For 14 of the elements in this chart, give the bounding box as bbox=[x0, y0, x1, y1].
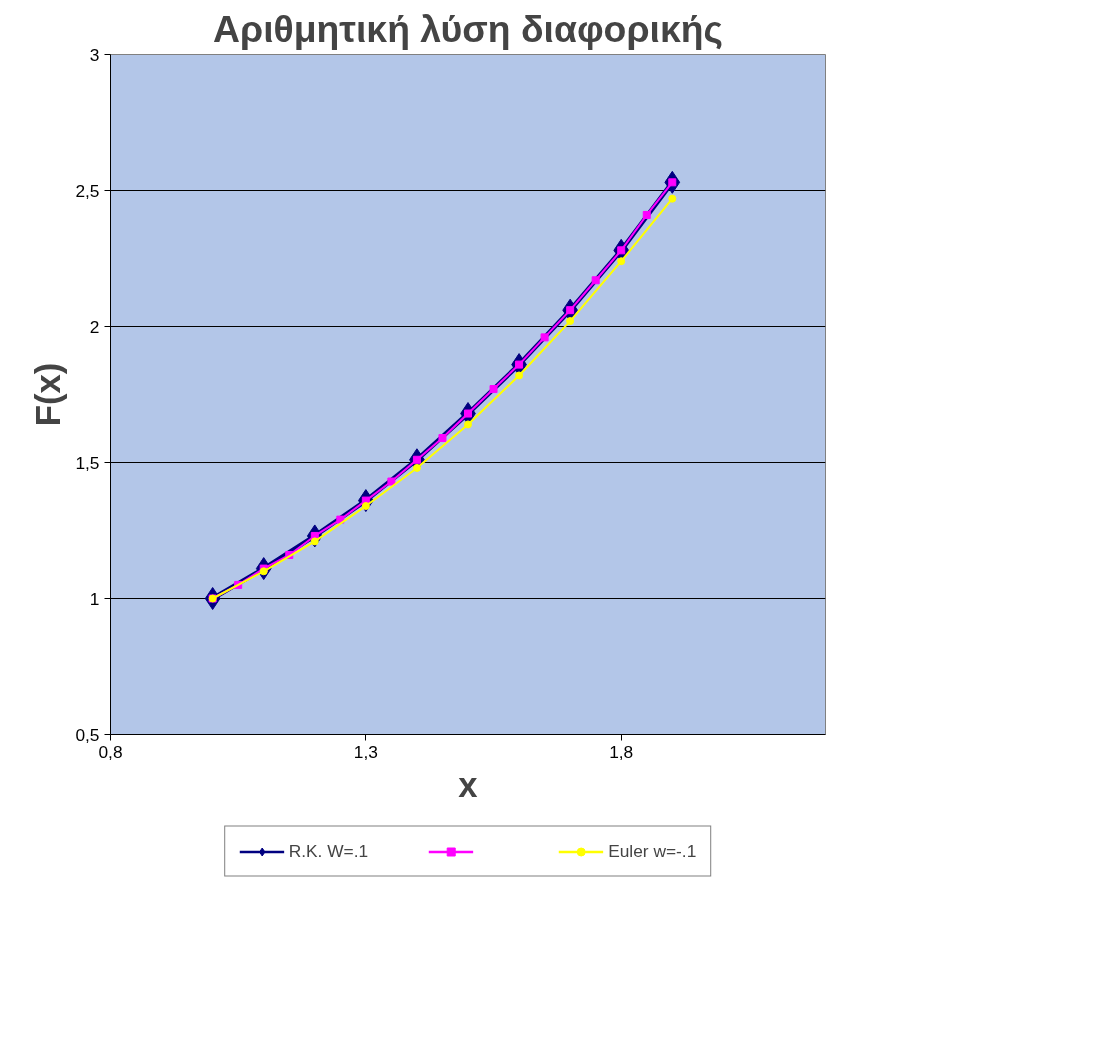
y-tick-label: 1 bbox=[89, 588, 100, 609]
y-tick-label: 2,5 bbox=[75, 180, 100, 201]
chart-title: Αριθμητική λύση διαφορικής bbox=[213, 7, 723, 50]
x-tick-label: 1,3 bbox=[353, 741, 378, 762]
legend-label: Euler w=-.1 bbox=[608, 840, 697, 862]
x-axis-title: x bbox=[458, 765, 479, 804]
y-tick-label: 0,5 bbox=[75, 724, 100, 745]
y-tick-label: 2 bbox=[89, 316, 100, 337]
legend-label: R.K. W=.1 bbox=[288, 840, 369, 862]
x-tick-label: 1,8 bbox=[609, 741, 634, 762]
y-axis-title: F(x) bbox=[29, 362, 68, 427]
x-tick-label: 0,8 bbox=[98, 741, 123, 762]
y-tick-label: 1,5 bbox=[75, 452, 100, 473]
y-tick-label: 3 bbox=[89, 44, 100, 65]
